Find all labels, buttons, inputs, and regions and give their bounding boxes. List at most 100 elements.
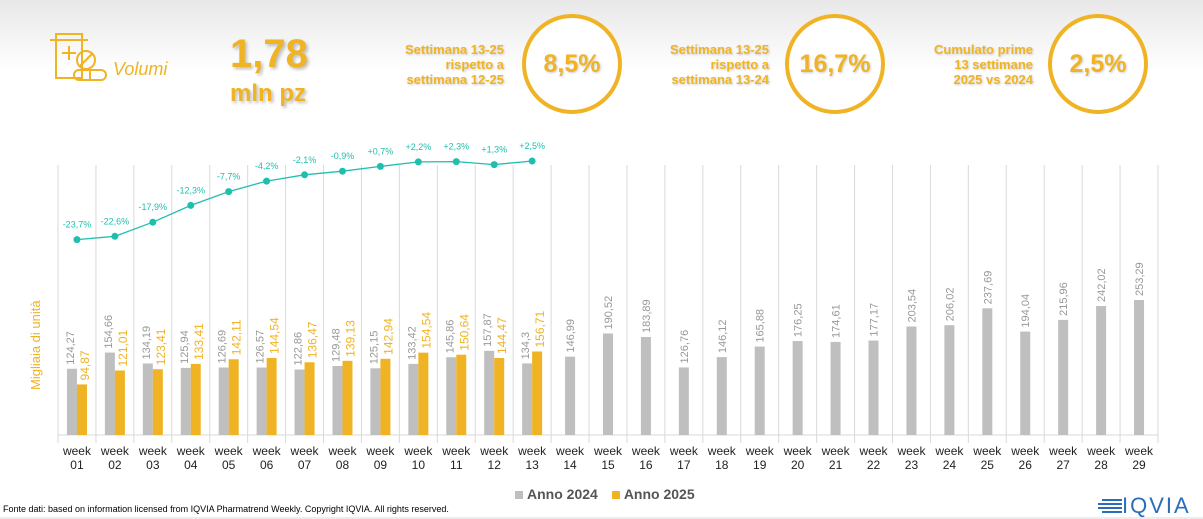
bar-2024 — [716, 357, 727, 435]
x-tick-label: week — [555, 444, 585, 458]
bar-label-2024: 126,76 — [679, 330, 691, 364]
bar-2024 — [906, 326, 917, 435]
bar-2024 — [142, 363, 153, 435]
x-tick-label: week — [365, 444, 395, 458]
growth-label: -7,7% — [217, 172, 241, 182]
x-tick-label: 08 — [336, 458, 350, 472]
bar-label-2024: 154,66 — [103, 315, 115, 349]
x-tick-label: 10 — [412, 458, 426, 472]
bar-2025 — [532, 351, 543, 435]
bar-2025 — [114, 370, 125, 435]
growth-label: +2,3% — [443, 142, 469, 152]
x-tick-label: 06 — [260, 458, 274, 472]
bar-2024 — [66, 368, 77, 435]
bar-label-2025: 142,94 — [381, 318, 395, 355]
x-tick-label: week — [1124, 444, 1154, 458]
bar-2024 — [408, 363, 419, 435]
bar-label-2024: 134,19 — [141, 326, 153, 360]
bar-label-2024: 125,94 — [179, 330, 191, 364]
legend-swatch — [611, 491, 620, 499]
bar-label-2024: 206,02 — [944, 288, 956, 322]
bar-label-2024: 133,42 — [406, 326, 418, 360]
bar-label-2025: 144,54 — [268, 317, 282, 354]
bar-label-2024: 122,86 — [293, 332, 305, 366]
bar-2025 — [228, 359, 239, 435]
x-tick-label: 01 — [70, 458, 84, 472]
bar-label-2024: 165,88 — [755, 309, 767, 343]
x-tick-label: week — [934, 444, 964, 458]
bar-label-2024: 176,25 — [793, 303, 805, 337]
bar-label-2024: 125,15 — [368, 331, 380, 365]
growth-label: +2,2% — [405, 142, 431, 152]
growth-point — [149, 218, 157, 226]
bar-label-2024: 146,12 — [717, 319, 729, 353]
kpi-label-line: 2025 vs 2024 — [953, 72, 1033, 87]
x-tick-label: week — [1010, 444, 1040, 458]
x-tick-label: week — [441, 444, 471, 458]
legend: Anno 2024 Anno 2025 — [515, 486, 695, 502]
x-tick-label: 20 — [791, 458, 805, 472]
bar-label-2024: 215,96 — [1058, 282, 1070, 316]
x-tick-label: 22 — [867, 458, 881, 472]
growth-label: +2,5% — [519, 141, 545, 151]
bar-2024 — [868, 340, 879, 435]
bar-2024 — [370, 368, 381, 435]
x-tick-label: 13 — [525, 458, 539, 472]
bar-2024 — [522, 363, 533, 435]
x-tick-label: 12 — [488, 458, 502, 472]
growth-point — [376, 162, 384, 170]
x-tick-label: 25 — [981, 458, 995, 472]
bar-2024 — [180, 367, 191, 435]
bar-2024 — [218, 367, 229, 435]
x-tick-label: week — [100, 444, 130, 458]
x-tick-label: 27 — [1056, 458, 1070, 472]
x-tick-label: 18 — [715, 458, 729, 472]
x-tick-label: week — [1048, 444, 1078, 458]
x-tick-label: week — [972, 444, 1002, 458]
bar-2024 — [1096, 306, 1107, 435]
x-tick-label: week — [1086, 444, 1116, 458]
total-value: 1,78 — [230, 32, 308, 76]
bar-label-2024: 203,54 — [906, 289, 918, 323]
growth-point — [490, 161, 498, 169]
bar-label-2025: 139,13 — [343, 320, 357, 357]
bar-label-2025: 156,71 — [533, 310, 547, 347]
x-tick-label: 24 — [943, 458, 957, 472]
bar-label-2025: 133,41 — [192, 323, 206, 360]
x-tick-label: 14 — [563, 458, 577, 472]
kpi-label-line: rispetto a — [710, 57, 769, 72]
x-tick-label: week — [290, 444, 320, 458]
kpi-label-line: Settimana 13-25 — [670, 42, 769, 57]
x-tick-label: week — [896, 444, 926, 458]
x-tick-label: week — [821, 444, 851, 458]
growth-point — [73, 236, 81, 244]
source-footnote: Fonte dati: based on information license… — [3, 504, 449, 514]
growth-label: -23,7% — [63, 220, 92, 230]
x-tick-label: 15 — [601, 458, 615, 472]
total-unit: mln pz — [230, 80, 306, 107]
bar-label-2025: 154,54 — [419, 312, 433, 349]
bar-2024 — [944, 325, 955, 435]
growth-label: -0,9% — [331, 151, 355, 161]
x-tick-label: week — [403, 444, 433, 458]
bar-label-2024: 174,61 — [831, 304, 843, 338]
growth-label: +1,3% — [481, 145, 507, 155]
bar-2025 — [380, 358, 391, 435]
bar-2024 — [1058, 319, 1069, 435]
bar-label-2024: 124,27 — [65, 331, 77, 365]
growth-point — [301, 171, 309, 179]
growth-label: +0,7% — [368, 146, 394, 156]
bar-label-2025: 121,01 — [116, 329, 130, 366]
legend-2025: Anno 2025 — [611, 486, 695, 502]
bar-label-2025: 150,64 — [457, 314, 471, 351]
bar-label-2024: 190,52 — [603, 296, 615, 330]
x-tick-label: week — [745, 444, 775, 458]
bar-label-2024: 194,04 — [1020, 294, 1032, 328]
legend-label: Anno 2024 — [527, 486, 598, 502]
bar-2024 — [332, 365, 343, 435]
x-tick-label: week — [669, 444, 699, 458]
growth-label: -17,9% — [139, 202, 168, 212]
x-tick-label: 19 — [753, 458, 767, 472]
growth-point — [338, 167, 346, 175]
bar-2024 — [640, 336, 651, 435]
